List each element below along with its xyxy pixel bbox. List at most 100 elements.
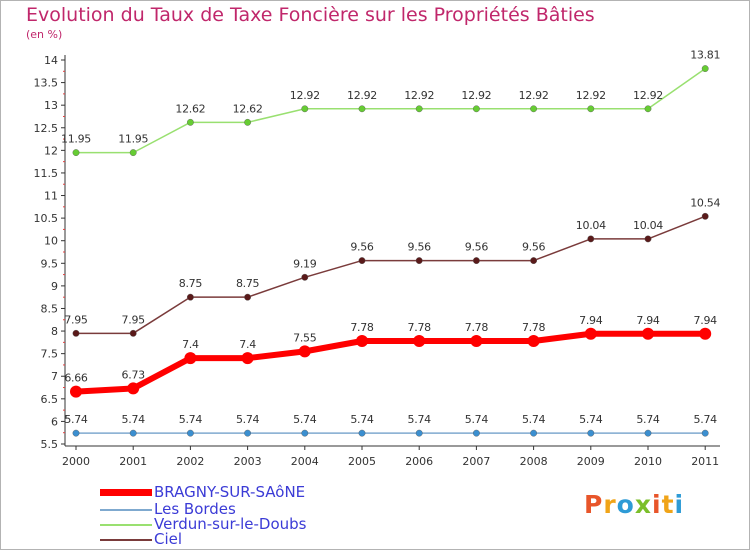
data-label: 9.56 — [408, 241, 432, 254]
series-line-2 — [76, 67, 706, 154]
data-point — [70, 385, 82, 398]
data-label: 12.92 — [576, 89, 606, 102]
data-point — [244, 293, 252, 301]
y-tick-label: 5.5 — [41, 438, 59, 451]
data-point — [129, 149, 137, 157]
data-point — [358, 105, 366, 113]
data-label: 6.66 — [64, 372, 88, 385]
data-point — [644, 429, 652, 437]
data-label: 13.81 — [690, 49, 720, 62]
x-tick-label: 2001 — [119, 455, 147, 468]
data-label: 12.92 — [347, 89, 377, 102]
x-tick-label: 2000 — [62, 455, 90, 468]
y-tick-label: 8 — [51, 325, 58, 338]
chart-unit-label: (en %) — [26, 28, 63, 41]
data-point — [129, 429, 137, 437]
y-tick-label: 8.5 — [41, 302, 59, 315]
data-point — [701, 65, 709, 72]
data-label: 12.92 — [633, 89, 663, 102]
data-point — [72, 149, 80, 157]
logo-letter: x — [634, 490, 652, 519]
data-label: 7.95 — [122, 313, 146, 326]
data-label: 7.78 — [408, 321, 432, 334]
x-tick-label: 2010 — [634, 455, 662, 468]
data-point — [587, 429, 595, 437]
x-tick-label: 2011 — [691, 455, 719, 468]
legend-item-verdun: Verdun-sur-le-Doubs — [154, 515, 307, 533]
y-tick-label: 14 — [44, 54, 58, 67]
data-point — [244, 429, 252, 437]
data-point — [186, 293, 194, 301]
x-tick-label: 2007 — [462, 455, 490, 468]
data-label: 12.62 — [233, 102, 263, 115]
data-point — [530, 429, 537, 437]
data-label: 5.74 — [64, 413, 88, 426]
data-point — [301, 105, 309, 113]
x-tick-label: 2004 — [291, 455, 319, 468]
data-point — [184, 352, 197, 365]
data-point — [701, 429, 709, 437]
data-label: 5.74 — [122, 413, 146, 426]
data-point — [186, 429, 194, 437]
data-point — [413, 334, 426, 347]
legend-swatch-les-bordes — [100, 509, 152, 511]
data-label: 12.92 — [290, 89, 320, 102]
data-label: 5.74 — [465, 413, 489, 426]
data-point — [72, 329, 80, 337]
data-point — [527, 334, 540, 347]
data-point — [642, 327, 654, 340]
data-label: 12.92 — [404, 89, 434, 102]
y-tick-label: 11.5 — [34, 167, 59, 180]
data-label: 9.19 — [293, 257, 317, 270]
data-label: 12.92 — [519, 89, 549, 102]
data-label: 7.78 — [465, 321, 489, 334]
y-tick-label: 6 — [51, 415, 58, 428]
data-point — [470, 334, 483, 347]
logo-letter: o — [616, 490, 635, 519]
data-label: 10.04 — [576, 219, 606, 232]
x-tick-label: 2006 — [405, 455, 433, 468]
data-point — [587, 235, 595, 243]
data-point — [186, 118, 194, 126]
data-label: 7.78 — [522, 321, 546, 334]
y-tick-label: 12 — [44, 144, 58, 157]
data-label: 7.78 — [350, 321, 374, 334]
data-label: 5.74 — [522, 413, 546, 426]
legend-item-les-bordes: Les Bordes — [154, 500, 236, 518]
data-point — [415, 429, 423, 437]
data-label: 5.74 — [636, 413, 660, 426]
data-label: 8.75 — [179, 277, 203, 290]
data-label: 10.04 — [633, 219, 663, 232]
data-point — [358, 257, 366, 264]
data-point — [301, 429, 309, 437]
y-tick-label: 13 — [44, 99, 58, 112]
y-tick-label: 12.5 — [34, 122, 59, 135]
data-point — [301, 273, 309, 281]
legend-swatch-verdun — [100, 524, 152, 526]
data-point — [358, 429, 366, 437]
data-label: 11.95 — [118, 133, 148, 146]
data-point — [644, 105, 652, 113]
y-tick-label: 6.5 — [41, 393, 59, 406]
data-point — [241, 352, 254, 365]
data-point — [472, 105, 480, 113]
chart-title: Evolution du Taux de Taxe Foncière sur l… — [26, 4, 595, 26]
data-label: 11.95 — [61, 133, 91, 146]
data-point — [472, 257, 480, 264]
data-point — [472, 429, 480, 437]
x-tick-label: 2005 — [348, 455, 376, 468]
data-label: 12.92 — [461, 89, 491, 102]
x-tick-label: 2003 — [234, 455, 262, 468]
x-tick-label: 2009 — [577, 455, 605, 468]
data-point — [530, 257, 537, 264]
legend-swatch-bragny — [100, 489, 152, 496]
data-label: 5.74 — [293, 413, 317, 426]
data-point — [298, 345, 311, 358]
data-label: 7.55 — [293, 331, 317, 344]
data-label: 7.94 — [636, 314, 660, 327]
legend-swatch-ciel — [100, 539, 152, 541]
proxiti-logo: Proxiti — [584, 490, 684, 519]
data-point — [587, 105, 595, 113]
